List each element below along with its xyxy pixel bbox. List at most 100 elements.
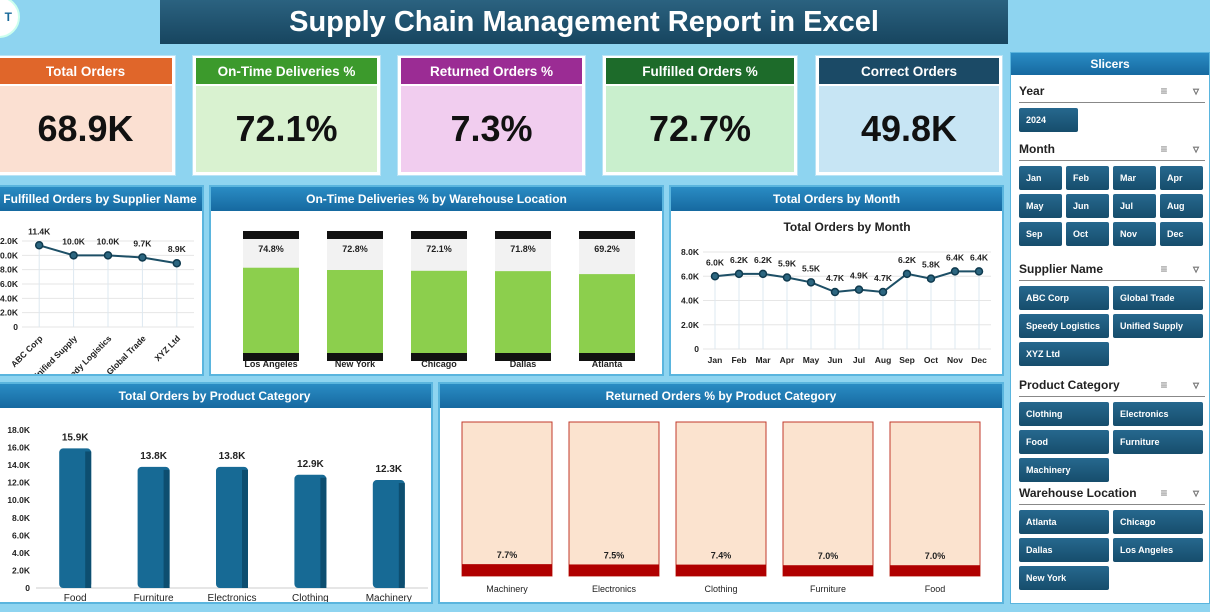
slicer-item[interactable]: Electronics (1113, 402, 1203, 426)
x-tick-label: Dec (971, 355, 987, 365)
slicer-item[interactable]: XYZ Ltd (1019, 342, 1109, 366)
slicer-item[interactable]: May (1019, 194, 1062, 218)
clear-filter-icon[interactable]: ▿ (1192, 83, 1200, 98)
data-label: 10.0K (62, 236, 86, 246)
data-label: 13.8K (219, 451, 246, 462)
slicer-item[interactable]: ABC Corp (1019, 286, 1109, 310)
slicer-item[interactable]: Aug (1160, 194, 1203, 218)
data-point (34, 241, 44, 250)
bar (327, 270, 383, 353)
bar (243, 267, 299, 353)
logo: T (0, 0, 20, 38)
data-label: 13.8K (140, 451, 167, 462)
x-tick-label: Clothing (292, 593, 329, 602)
data-label: 7.7% (497, 550, 518, 560)
data-point (854, 285, 864, 294)
data-label: 4.7K (874, 273, 893, 283)
x-tick-label: Electronics (208, 593, 257, 602)
y-tick-label: 10.0K (7, 495, 31, 505)
x-tick-label: Apr (780, 355, 795, 365)
chart-ontime-by-warehouse: On-Time Deliveries % by Warehouse Locati… (209, 185, 664, 376)
data-label: 6.2K (898, 255, 917, 265)
y-tick-label: 0 (13, 322, 18, 332)
bar-track (461, 421, 553, 577)
bar-track (675, 421, 767, 577)
slicer-item[interactable]: Jan (1019, 166, 1062, 190)
y-tick-label: 2.0K (0, 308, 19, 318)
x-tick-label: Electronics (592, 584, 637, 594)
y-tick-label: 14.0K (7, 460, 31, 470)
bar (569, 564, 659, 576)
clear-filter-icon[interactable]: ▿ (1192, 485, 1200, 500)
slicer-item[interactable]: Los Angeles (1113, 538, 1203, 562)
data-label: 7.0% (818, 551, 839, 561)
slicer-item[interactable]: Furniture (1113, 430, 1203, 454)
slicer-item[interactable]: Machinery (1019, 458, 1109, 482)
slicer-item[interactable]: New York (1019, 566, 1109, 590)
slicer-item[interactable]: Chicago (1113, 510, 1203, 534)
kpi-card: Fulfilled Orders % 72.7% (602, 55, 798, 176)
bar-cap (411, 231, 467, 239)
multi-select-icon[interactable]: ≡ (1160, 261, 1168, 276)
slicer-item[interactable]: Mar (1113, 166, 1156, 190)
bar-side (85, 451, 92, 588)
y-tick-label: 6.0K (0, 279, 19, 289)
kpi-card: Returned Orders % 7.3% (397, 55, 586, 176)
chart-orders-by-category: Total Orders by Product Category 0 2.0K 4.0… (0, 382, 433, 604)
slicer-item[interactable]: Global Trade (1113, 286, 1203, 310)
y-tick-label: 6.0K (681, 271, 700, 281)
slicer-item[interactable]: Dec (1160, 222, 1203, 246)
slicer-item[interactable]: Oct (1066, 222, 1109, 246)
bar-track (782, 421, 874, 577)
slicer-item[interactable]: Atlanta (1019, 510, 1109, 534)
slicer-item[interactable]: Jul (1113, 194, 1156, 218)
x-tick-label: Jun (827, 355, 842, 365)
multi-select-icon[interactable]: ≡ (1160, 485, 1168, 500)
y-tick-label: 2.0K (12, 565, 31, 575)
multi-select-icon[interactable]: ≡ (1160, 377, 1168, 392)
slicer-item[interactable]: Unified Supply (1113, 314, 1203, 338)
data-point (950, 267, 960, 276)
chart-title: Fulfilled Orders by Supplier Name (0, 187, 202, 211)
bar (495, 271, 551, 353)
data-label: 69.2% (594, 244, 620, 254)
chart-title: Total Orders by Product Category (0, 384, 431, 408)
bar (783, 565, 873, 576)
page-title: Supply Chain Management Report in Excel (160, 0, 1008, 44)
slicer-item[interactable]: 2024 (1019, 108, 1078, 132)
x-tick-label: Clothing (704, 584, 737, 594)
data-label: 7.0% (925, 551, 946, 561)
clear-filter-icon[interactable]: ▿ (1192, 141, 1200, 156)
y-tick-label: 6.0K (12, 530, 31, 540)
x-tick-label: Sep (899, 355, 915, 365)
data-label: 6.2K (754, 255, 773, 265)
slicer-supplier-name: Supplier Name ≡ ▿ ABC Corp Global Trade Speed… (1019, 257, 1205, 366)
y-tick-label: 4.0K (0, 293, 19, 303)
slicer-item[interactable]: Dallas (1019, 538, 1109, 562)
data-label: 5.8K (922, 260, 941, 270)
multi-select-icon[interactable]: ≡ (1160, 141, 1168, 156)
slicer-item[interactable]: Nov (1113, 222, 1156, 246)
clear-filter-icon[interactable]: ▿ (1192, 261, 1200, 276)
slicer-item[interactable]: Food (1019, 430, 1109, 454)
clear-filter-icon[interactable]: ▿ (1192, 377, 1200, 392)
x-tick-label: Feb (731, 355, 746, 365)
y-tick-label: 8.0K (681, 247, 700, 257)
kpi-value: 72.7% (606, 86, 794, 172)
slicer-item[interactable]: Apr (1160, 166, 1203, 190)
x-tick-label: New York (335, 359, 376, 369)
kpi-label: Fulfilled Orders % (606, 58, 794, 84)
data-label: 4.9K (850, 271, 869, 281)
bar-cap (411, 353, 467, 361)
slicer-item[interactable]: Jun (1066, 194, 1109, 218)
slicer-item[interactable]: Sep (1019, 222, 1062, 246)
data-label: 72.1% (426, 244, 452, 254)
data-label: 72.8% (342, 244, 368, 254)
multi-select-icon[interactable]: ≡ (1160, 83, 1168, 98)
slicer-item[interactable]: Clothing (1019, 402, 1109, 426)
slicer-month: Month ≡ ▿ Jan Feb Mar Apr May Jun Jul Aug Sep Oct Nov… (1019, 137, 1205, 246)
slicer-item[interactable]: Speedy Logistics (1019, 314, 1109, 338)
x-tick-label: May (803, 355, 820, 365)
slicer-item[interactable]: Feb (1066, 166, 1109, 190)
data-point (878, 287, 888, 297)
